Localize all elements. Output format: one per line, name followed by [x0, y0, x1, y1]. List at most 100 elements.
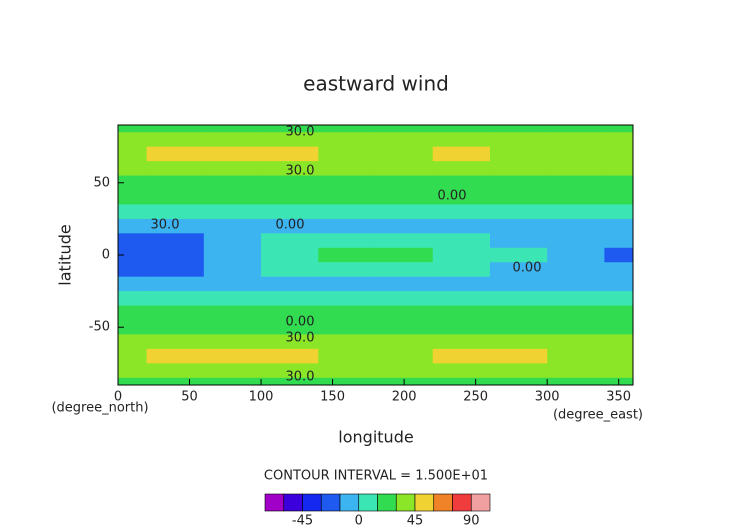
contour-cell — [146, 175, 205, 191]
contour-cell — [203, 348, 262, 364]
contour-cell — [375, 190, 434, 205]
contour-cell — [261, 175, 319, 191]
contour-cell — [118, 190, 148, 205]
contour-cell — [604, 204, 634, 220]
y-tick-label: -50 — [89, 320, 110, 335]
contour-cell — [547, 132, 605, 148]
contour-cell — [261, 276, 319, 292]
contour-cell — [118, 247, 148, 263]
contour-cell — [146, 363, 205, 379]
contour-cell — [432, 348, 491, 364]
contour-cell — [203, 247, 262, 263]
contour-cell — [547, 247, 605, 263]
contour-cell — [547, 190, 605, 205]
contour-cell — [318, 276, 376, 292]
contour-cell — [118, 377, 148, 386]
contour-cell — [604, 175, 634, 191]
contour-cell — [146, 233, 205, 249]
colorbar-label: 90 — [463, 514, 480, 529]
colorbar-box — [395, 493, 416, 512]
colorbar-box — [433, 493, 453, 512]
contour-cell — [318, 132, 376, 148]
x-tick-label: 250 — [463, 390, 488, 405]
contour-cell — [203, 218, 262, 234]
contour-cell — [375, 161, 434, 177]
contour-cell — [118, 262, 148, 278]
colorbar-box — [470, 493, 491, 512]
contour-cell — [375, 204, 434, 220]
contour-cell — [203, 276, 262, 292]
contour-cell — [118, 132, 148, 148]
contour-cell — [375, 233, 434, 249]
contour-cell — [547, 175, 605, 191]
contour-cell — [146, 161, 205, 177]
x-tick-label: 200 — [392, 390, 417, 405]
x-tick-label: 0 — [114, 390, 122, 405]
contour-cell — [146, 204, 205, 220]
contour-cell — [489, 190, 548, 205]
contour-cell — [375, 305, 434, 321]
x-axis-label: longitude — [338, 428, 413, 447]
field — [118, 125, 634, 386]
contour-cell — [261, 125, 319, 133]
contour-cell — [604, 291, 634, 307]
contour-label: 30.0 — [151, 218, 180, 233]
contour-cell — [604, 334, 634, 350]
contour-cell — [489, 334, 548, 350]
contour-cell — [318, 305, 376, 321]
contour-cell — [432, 363, 491, 379]
contour-cell — [547, 320, 605, 335]
contour-cell — [432, 233, 491, 249]
contour-cell — [375, 132, 434, 148]
contour-cell — [203, 377, 262, 386]
contour-cell — [375, 291, 434, 307]
contour-cell — [261, 334, 319, 350]
contour-cell — [432, 305, 491, 321]
contour-cell — [118, 125, 148, 133]
contour-label: 0.00 — [513, 261, 542, 276]
colorbar-box — [320, 493, 341, 512]
x-tick-label: 150 — [320, 390, 345, 405]
contour-cell — [261, 161, 319, 177]
contour-cell — [203, 204, 262, 220]
contour-cell — [489, 175, 548, 191]
contour-cell — [489, 161, 548, 177]
contour-cell — [261, 377, 319, 386]
contour-cell — [118, 334, 148, 350]
contour-cell — [318, 247, 376, 263]
contour-cell — [489, 320, 548, 335]
contour-cell — [203, 161, 262, 177]
colorbar-box — [283, 493, 303, 512]
colorbar-box — [358, 493, 378, 512]
contour-cell — [203, 190, 262, 205]
contour-cell — [118, 348, 148, 364]
colorbar-label: 45 — [407, 514, 424, 529]
contour-cell — [547, 348, 605, 364]
contour-cell — [146, 262, 205, 278]
contour-cell — [547, 125, 605, 133]
contour-cell — [547, 262, 605, 278]
contour-cell — [604, 348, 634, 364]
contour-cell — [375, 218, 434, 234]
contour-cell — [375, 334, 434, 350]
contour-cell — [318, 262, 376, 278]
contour-cell — [203, 334, 262, 350]
contour-cell — [375, 146, 434, 162]
contour-cell — [146, 125, 205, 133]
contour-cell — [146, 132, 205, 148]
contour-cell — [489, 218, 548, 234]
contour-label: 0.00 — [286, 315, 315, 330]
contour-cell — [604, 276, 634, 292]
contour-cell — [432, 262, 491, 278]
contour-cell — [203, 233, 262, 249]
contour-cell — [261, 204, 319, 220]
contour-cell — [432, 247, 491, 263]
contour-cell — [432, 204, 491, 220]
contour-cell — [432, 190, 491, 205]
contour-cell — [375, 348, 434, 364]
contour-cell — [146, 320, 205, 335]
contour-cell — [146, 146, 205, 162]
contour-cell — [489, 247, 548, 263]
contour-cell — [604, 190, 634, 205]
contour-cell — [203, 175, 262, 191]
